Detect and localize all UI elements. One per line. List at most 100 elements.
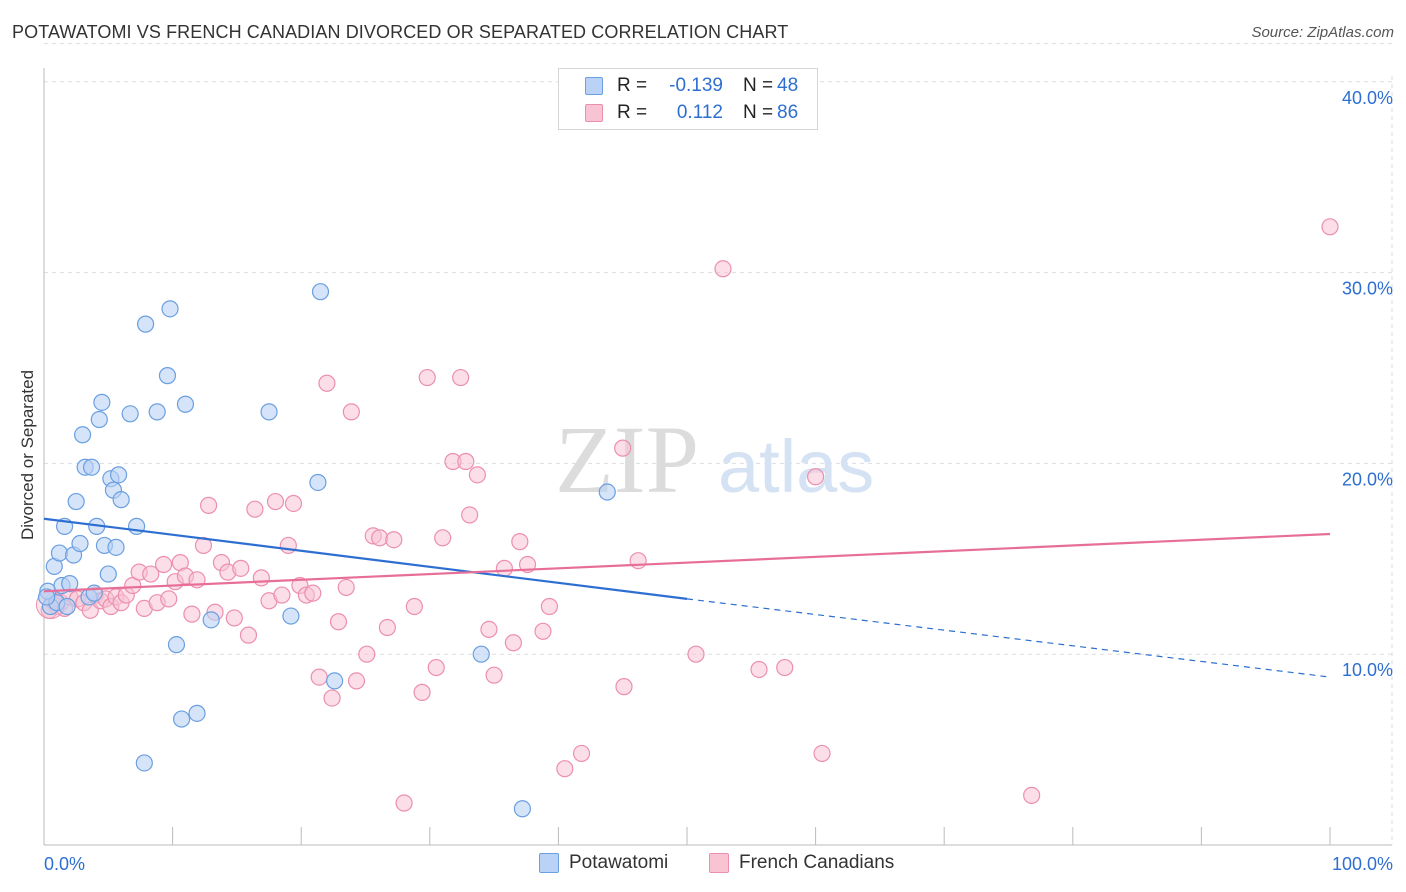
potawatomi-point bbox=[260, 403, 278, 421]
potawatomi-point bbox=[158, 367, 177, 385]
potawatomi-legend-swatch bbox=[539, 853, 559, 873]
x-tick-label: 100.0% bbox=[1332, 854, 1393, 874]
legend-r-label: R = bbox=[617, 75, 648, 96]
french-canadians-point bbox=[776, 658, 794, 677]
french-canadians-point bbox=[378, 618, 396, 637]
french-canadians-point bbox=[427, 658, 445, 677]
potawatomi-point bbox=[85, 584, 103, 602]
french-canadians-point bbox=[418, 368, 436, 387]
french-canadians-point bbox=[468, 466, 486, 484]
french-canadians-point bbox=[395, 794, 413, 812]
potawatomi-point bbox=[309, 473, 327, 492]
legend-r-value: 0.112 bbox=[676, 102, 723, 123]
french-canadians-point bbox=[457, 452, 475, 471]
french-canadians-point bbox=[413, 683, 431, 701]
y-tick-label: 30.0% bbox=[1342, 279, 1393, 299]
chart-title: POTAWATOMI VS FRENCH CANADIAN DIVORCED O… bbox=[12, 22, 789, 42]
french-canadians-point bbox=[371, 529, 389, 547]
french-canadians-point bbox=[1023, 786, 1041, 804]
series-legend-label: French Canadians bbox=[739, 852, 895, 873]
french-canadians-point bbox=[318, 374, 336, 392]
potawatomi-point bbox=[282, 607, 300, 625]
potawatomi-point bbox=[93, 393, 111, 411]
potawatomi-point bbox=[99, 565, 117, 583]
french-canadians-legend-swatch bbox=[709, 853, 729, 873]
legend-row-french-canadians: R = 0.112 N = 86 bbox=[585, 100, 798, 126]
tick-labels: 10.0% 20.0% 30.0% 40.0% 0.0% 100.0% bbox=[44, 88, 1393, 874]
french-canadians-point bbox=[495, 559, 513, 577]
potawatomi-point bbox=[109, 466, 128, 484]
watermark-atlas: atlas bbox=[718, 425, 874, 508]
french-canadians-point bbox=[540, 597, 558, 616]
french-canadians-point bbox=[310, 668, 328, 686]
french-canadians-point bbox=[279, 536, 297, 555]
french-canadians-points bbox=[35, 218, 1339, 812]
axes-layer bbox=[43, 68, 1392, 846]
y-axis-label: Divorced or Separated bbox=[18, 369, 37, 541]
legend-r-value: -0.139 bbox=[669, 75, 723, 96]
legend-n-label: N = bbox=[743, 75, 774, 96]
french-canadians-point bbox=[154, 555, 173, 574]
watermark: ZIP atlas bbox=[555, 406, 874, 513]
french-canadians-point bbox=[142, 565, 160, 583]
french-canadians-point bbox=[246, 500, 264, 518]
potawatomi-swatch bbox=[585, 77, 603, 95]
french-canadians-point bbox=[629, 552, 647, 570]
french-canadians-point bbox=[485, 666, 503, 684]
french-canadians-point bbox=[183, 605, 201, 623]
potawatomi-point bbox=[167, 636, 186, 654]
french-canadians-point bbox=[806, 468, 825, 486]
french-canadians-point bbox=[239, 626, 258, 644]
potawatomi-point bbox=[71, 534, 89, 553]
french-canadians-point bbox=[556, 760, 574, 778]
french-canadians-point bbox=[405, 597, 423, 616]
french-canadians-point bbox=[480, 620, 498, 638]
french-canadians-point bbox=[504, 634, 522, 652]
potawatomi-point bbox=[82, 458, 101, 476]
legend-n-label: N = bbox=[743, 102, 774, 123]
potawatomi-point bbox=[50, 544, 69, 562]
french-canadians-point bbox=[813, 744, 831, 763]
grid-layer bbox=[44, 43, 1393, 845]
french-canadians-point bbox=[337, 578, 355, 597]
french-canadians-point bbox=[572, 744, 591, 763]
potawatomi-point bbox=[311, 283, 330, 301]
french-canadians-point bbox=[304, 584, 322, 602]
potawatomi-point bbox=[202, 611, 220, 629]
series-legend: Potawatomi French Canadians bbox=[0, 852, 1406, 878]
french-canadians-point bbox=[358, 645, 376, 663]
french-canadians-point bbox=[323, 689, 341, 707]
french-canadians-point bbox=[615, 678, 633, 696]
potawatomi-point bbox=[598, 483, 616, 501]
potawatomi-point bbox=[121, 405, 139, 423]
potawatomi-point bbox=[472, 645, 490, 663]
series-legend-label: Potawatomi bbox=[569, 852, 669, 873]
potawatomi-point bbox=[107, 538, 125, 556]
legend-row-potawatomi: R = -0.139 N = 48 bbox=[585, 73, 798, 99]
potawatomi-point bbox=[148, 403, 166, 421]
french-canadians-point bbox=[284, 494, 303, 513]
french-canadians-point bbox=[714, 260, 732, 278]
french-canadians-point bbox=[347, 672, 366, 690]
french-canadians-point bbox=[266, 492, 285, 511]
french-canadians-point bbox=[750, 660, 768, 679]
x-tick-label: 0.0% bbox=[44, 854, 85, 874]
potawatomi-point bbox=[90, 410, 108, 429]
french-canadians-point bbox=[232, 559, 250, 577]
french-canadians-point bbox=[273, 586, 291, 604]
french-canadians-point bbox=[252, 569, 270, 587]
potawatomi-point bbox=[37, 588, 56, 606]
potawatomi-point bbox=[136, 315, 155, 333]
series-legend-french-canadians: French Canadians bbox=[709, 852, 894, 874]
legend-n-value: 86 bbox=[777, 102, 799, 123]
potawatomi-point bbox=[135, 754, 153, 772]
legend-n-value: 48 bbox=[777, 75, 799, 96]
french-canadians-point bbox=[342, 403, 360, 421]
watermark-zip: ZIP bbox=[555, 406, 699, 513]
potawatomi-point bbox=[326, 672, 344, 690]
y-tick-label: 10.0% bbox=[1342, 660, 1393, 680]
potawatomi-trend-line-extension bbox=[686, 598, 1331, 678]
series-legend-potawatomi: Potawatomi bbox=[539, 852, 668, 874]
french-canadians-point bbox=[452, 368, 470, 387]
